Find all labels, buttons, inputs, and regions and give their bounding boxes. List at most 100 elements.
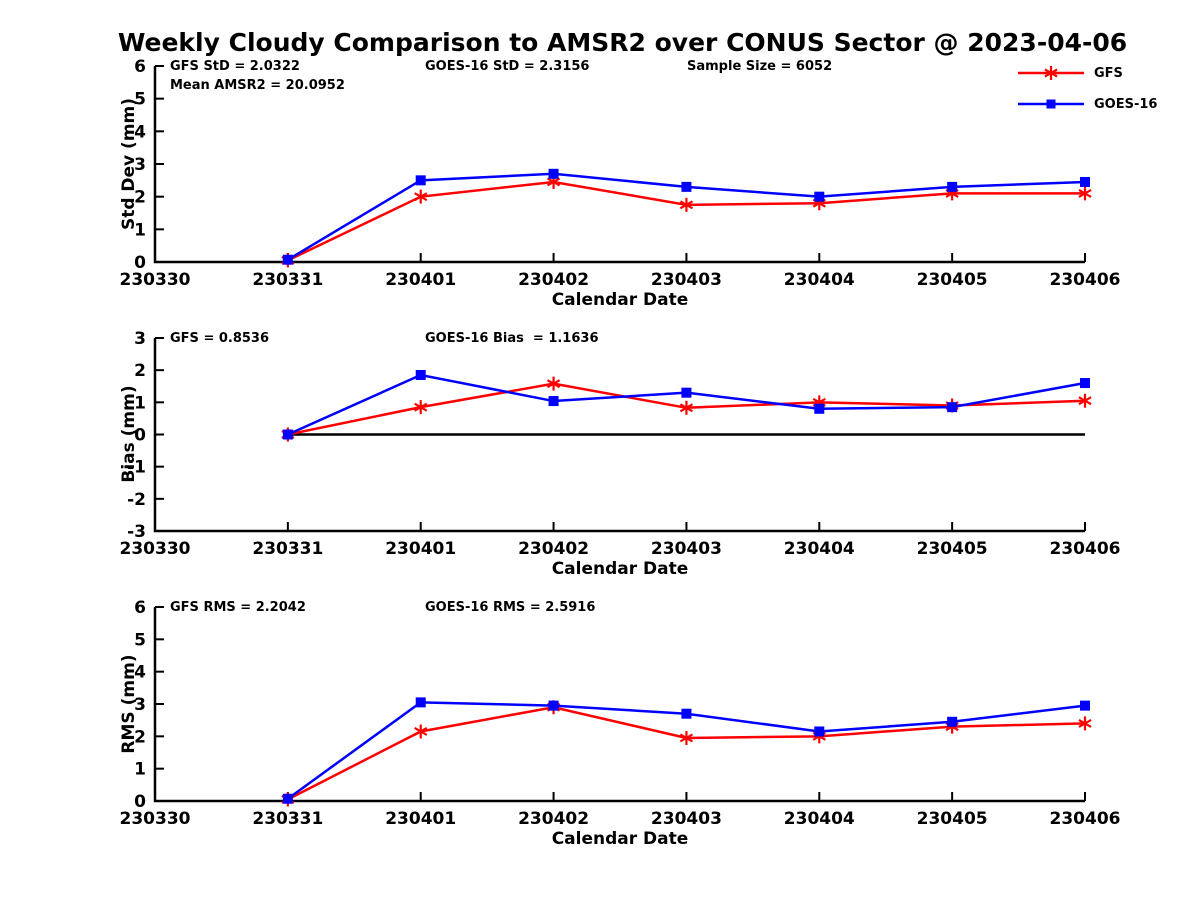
std-dev-goes-16-marker: [282, 254, 293, 265]
std-dev-x-tick-label: 230406: [1050, 270, 1121, 290]
bias-x-tick-label: 230405: [917, 539, 988, 559]
bias-x-tick-label: 230401: [385, 539, 456, 559]
rms-goes-16-marker: [282, 793, 293, 804]
std-dev-gfs-marker: [1078, 186, 1092, 201]
std-dev-x-tick-label: 230401: [385, 270, 456, 290]
bias-goes-16-marker: [415, 369, 426, 380]
rms-y-tick-label: 3: [134, 695, 146, 715]
std-dev-y-tick-label: 5: [134, 90, 146, 110]
bias-y-tick-label: 0: [134, 426, 146, 446]
rms-y-tick-label: 2: [134, 727, 146, 747]
bias-gfs-marker: [546, 376, 561, 391]
rms-x-tick-label: 230405: [917, 809, 988, 829]
std-dev-y-tick-label: 0: [134, 253, 146, 273]
std-dev-goes-16-marker: [1080, 176, 1090, 187]
chart-title: Weekly Cloudy Comparison to AMSR2 over C…: [117, 28, 1128, 57]
bias-x-tick-label: 230402: [518, 539, 589, 559]
bias-goes-16-marker: [1080, 378, 1090, 389]
rms-y-tick-label: 0: [134, 792, 146, 812]
rms-goes-16-marker: [415, 697, 426, 708]
rms-y-tick-label: 1: [134, 760, 146, 780]
rms-gfs-marker: [1078, 716, 1092, 731]
rms-x-tick-label: 230331: [252, 809, 323, 829]
bias-goes-16-marker: [681, 387, 692, 398]
std-dev-goes-16-marker: [947, 181, 958, 192]
bias-x-tick-label: 230331: [252, 539, 323, 559]
x-axis-label-panel3: Calendar Date: [551, 829, 689, 849]
std-dev-gfs-marker: [679, 197, 694, 212]
rms-y-tick-label: 4: [134, 663, 146, 683]
rms-gfs-marker: [414, 724, 428, 739]
annotation-gfs-std: GFS StD = 2.0322: [170, 59, 300, 74]
y-axis-label-std-dev: Std Dev (mm): [119, 97, 139, 231]
bias-y-tick-label: -1: [127, 458, 146, 478]
bias-y-tick-label: 1: [134, 393, 146, 413]
rms-goes-16-marker: [548, 700, 559, 711]
annotation-mean-amsr2: Mean AMSR2 = 20.0952: [170, 78, 345, 93]
x-axis-label-panel1: Calendar Date: [551, 290, 689, 310]
bias-x-tick-label: 230406: [1050, 539, 1121, 559]
std-dev-x-tick-label: 230403: [651, 270, 722, 290]
rms-x-tick-label: 230402: [518, 809, 589, 829]
rms-goes-16-marker: [1080, 700, 1090, 711]
rms-goes-16-marker: [681, 708, 692, 719]
rms-goes-16-marker: [947, 716, 958, 727]
legend-label-gfs: GFS: [1094, 65, 1123, 81]
gfs-legend-line-icon: [1018, 66, 1084, 80]
bias-goes-16-marker: [282, 429, 293, 440]
annotation-gfs-bias: GFS = 0.8536: [170, 331, 270, 346]
annotation-goes-bias: GOES-16 Bias = 1.1636: [425, 331, 599, 346]
std-dev-goes-16-marker: [548, 168, 559, 179]
bias-gfs-marker: [679, 400, 694, 415]
legend-item-gfs: GFS: [1016, 62, 1157, 84]
std-dev-gfs-marker: [414, 189, 428, 204]
bias-x-tick-label: 230403: [651, 539, 722, 559]
std-dev-goes-16-marker: [814, 191, 825, 202]
y-axis-label-bias: Bias (mm): [119, 385, 139, 483]
std-dev-x-tick-label: 230331: [252, 270, 323, 290]
rms-gfs-marker: [679, 730, 694, 745]
rms-x-tick-label: 230406: [1050, 809, 1121, 829]
bias-x-tick-label: 230404: [784, 539, 855, 559]
std-dev-goes-16-marker: [415, 175, 426, 186]
x-axis-label-panel2: Calendar Date: [551, 559, 689, 579]
legend-item-goes-16: GOES-16: [1016, 93, 1157, 115]
legend-label-goes-16: GOES-16: [1094, 96, 1158, 112]
bias-y-tick-label: 3: [134, 329, 146, 349]
rms-y-tick-label: 5: [134, 630, 146, 650]
annotation-gfs-rms: GFS RMS = 2.2042: [170, 600, 306, 615]
bias-x-tick-label: 230330: [120, 539, 191, 559]
rms-y-tick-label: 6: [134, 598, 146, 618]
bias-gfs-marker: [414, 400, 428, 415]
bias-y-tick-label: -2: [127, 490, 146, 510]
std-dev-gfs-line: [287, 180, 1085, 262]
legend-square-marker-icon: [1046, 99, 1056, 109]
rms-x-tick-label: 230403: [651, 809, 722, 829]
bias-gfs-marker: [1078, 393, 1092, 408]
rms-goes-16-marker: [814, 726, 825, 737]
annotation-sample-size: Sample Size = 6052: [687, 59, 833, 74]
bias-goes-16-marker: [947, 402, 958, 413]
std-dev-axis-spines: [153, 66, 1085, 264]
std-dev-y-tick-label: 3: [134, 155, 146, 175]
std-dev-x-tick-label: 230405: [917, 270, 988, 290]
rms-x-tick-label: 230404: [784, 809, 855, 829]
goes-16-legend-line-icon: [1018, 99, 1084, 109]
std-dev-y-tick-label: 4: [134, 122, 146, 142]
std-dev-y-tick-label: 1: [134, 220, 146, 240]
y-axis-label-rms: RMS (mm): [119, 654, 139, 754]
bias-goes-16-marker: [548, 396, 559, 407]
std-dev-y-tick-label: 6: [134, 57, 146, 77]
bias-y-tick-label: 2: [134, 361, 146, 381]
std-dev-y-tick-label: 2: [134, 188, 146, 208]
annotation-goes-std: GOES-16 StD = 2.3156: [425, 59, 590, 74]
rms-axis-spines: [153, 607, 1085, 803]
bias-y-tick-label: -3: [127, 522, 146, 542]
legend: GFS GOES-16: [1016, 62, 1157, 124]
rms-x-tick-label: 230330: [120, 809, 191, 829]
std-dev-x-tick-label: 230330: [120, 270, 191, 290]
legend-asterisk-marker-icon: [1044, 66, 1058, 80]
std-dev-goes-16-marker: [681, 181, 692, 192]
rms-x-tick-label: 230401: [385, 809, 456, 829]
